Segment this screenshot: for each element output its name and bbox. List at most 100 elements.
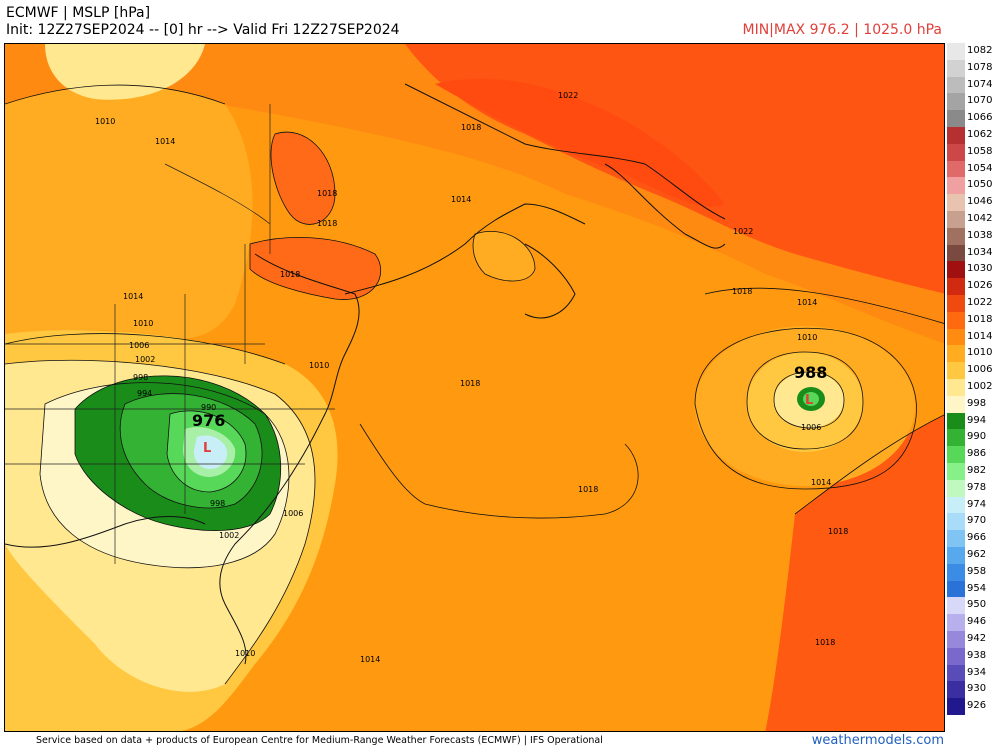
legend-label: 934 (967, 666, 987, 678)
legend-swatch (947, 496, 965, 514)
legend-label: 982 (967, 465, 987, 476)
isobar-label: 1022 (558, 91, 578, 100)
legend-swatch (947, 143, 965, 161)
legend-swatch (947, 362, 965, 379)
legend-label: 1078 (967, 61, 993, 73)
isobar-label: 1014 (123, 292, 143, 301)
legend-label: 1070 (967, 95, 993, 107)
legend-label: 966 (967, 532, 987, 544)
legend-swatch (947, 563, 965, 581)
init-valid-line: Init: 12Z27SEP2024 -- [0] hr --> Valid F… (6, 22, 400, 38)
legend-label: 1050 (967, 179, 993, 191)
legend-entry: 962 (947, 547, 1000, 564)
legend-entry: 954 (947, 580, 1000, 598)
legend-swatch (947, 698, 965, 715)
isobar-label: 1018 (732, 287, 752, 296)
legend-swatch (947, 547, 965, 564)
isobar-label: 1002 (219, 531, 239, 540)
legend-swatch (947, 244, 965, 262)
legend-swatch (947, 597, 965, 615)
isobar-label: 1010 (133, 319, 153, 328)
isobar-label: 1006 (283, 509, 303, 518)
isobar-label: 994 (137, 389, 152, 398)
isobar-label: 1014 (797, 298, 817, 307)
legend-label: 1066 (967, 112, 993, 124)
legend-swatch (947, 76, 965, 94)
legend-swatch (947, 530, 965, 547)
legend-swatch (947, 345, 965, 363)
legend-swatch (947, 580, 965, 598)
legend-entry: 938 (947, 647, 1000, 665)
pressure-color-legend: 1082 1078 1074 1070 1066 1062 1058 1054 1050 1046… (947, 43, 1000, 732)
isobars (5, 84, 944, 685)
legend-entry: 1042 (947, 211, 1000, 228)
legend-label: 938 (967, 649, 987, 661)
state-borders (5, 104, 335, 564)
legend-entry: 1018 (947, 311, 1000, 329)
legend-label: 994 (967, 414, 987, 426)
legend-swatch (947, 429, 965, 447)
legend-swatch (947, 177, 965, 195)
isobar-label: 1014 (451, 195, 471, 204)
isobar-label: 1018 (317, 189, 337, 198)
isobar-label: 998 (133, 373, 148, 382)
legend-entry: 994 (947, 412, 1000, 430)
coastlines (5, 83, 726, 665)
isobar-label: 1014 (811, 478, 831, 487)
legend-entry: 986 (947, 446, 1000, 463)
legend-label: 1082 (967, 45, 993, 56)
legend-label: 962 (967, 549, 987, 560)
legend-label: 1062 (967, 129, 993, 140)
legend-swatch (947, 631, 965, 648)
isobar-label: 1018 (317, 219, 337, 228)
isobar-label: 1010 (235, 649, 255, 658)
legend-label: 1026 (967, 280, 993, 292)
legend-label: 970 (967, 515, 987, 527)
legend-swatch (947, 681, 965, 699)
legend-label: 950 (967, 599, 987, 611)
legend-label: 978 (967, 481, 987, 493)
legend-swatch (947, 328, 965, 346)
legend-label: 1046 (967, 196, 993, 208)
legend-entry: 934 (947, 664, 1000, 682)
legend-swatch (947, 43, 965, 60)
isobar-label: 1018 (815, 638, 835, 647)
legend-entry: 966 (947, 530, 1000, 547)
isobar-label: 1018 (460, 379, 480, 388)
isobar-label: 998 (210, 499, 225, 508)
low-center-value-isaac: 988 (794, 363, 827, 382)
isobar-label: 1018 (280, 270, 300, 279)
legend-entry: 1006 (947, 362, 1000, 379)
pressure-map: 1010 1014 1014 1010 1006 1002 998 994 99… (4, 43, 945, 732)
legend-swatch (947, 412, 965, 430)
legend-entry: 1082 (947, 43, 1000, 60)
legend-label: 926 (967, 700, 987, 712)
map-canvas: 1010 1014 1014 1010 1006 1002 998 994 99… (5, 44, 944, 731)
legend-entry: 974 (947, 496, 1000, 514)
legend-entry: 1050 (947, 177, 1000, 195)
legend-swatch (947, 261, 965, 279)
legend-entry: 1022 (947, 295, 1000, 312)
isobar-label: 1018 (828, 527, 848, 536)
legend-label: 990 (967, 431, 987, 443)
field-1022-southeast (765, 415, 944, 731)
legend-swatch (947, 395, 965, 413)
data-attribution: Service based on data + products of Euro… (36, 735, 603, 746)
legend-entry: 998 (947, 395, 1000, 413)
legend-entry: 1054 (947, 160, 1000, 178)
low-marker-helene: L (203, 441, 211, 456)
legend-entry: 1010 (947, 345, 1000, 363)
field-1014-west (5, 85, 253, 344)
legend-label: 974 (967, 498, 987, 510)
legend-label: 1038 (967, 229, 993, 241)
legend-swatch (947, 93, 965, 111)
isobar-label: 1010 (797, 333, 817, 342)
isobar-label: 1010 (95, 117, 115, 126)
brand-link[interactable]: weathermodels.com (811, 733, 944, 748)
legend-entry: 946 (947, 614, 1000, 631)
field-1022-quebec (270, 132, 335, 225)
field-978-helene (193, 435, 228, 469)
legend-label: 986 (967, 448, 987, 460)
legend-entry: 930 (947, 681, 1000, 699)
legend-label: 930 (967, 683, 987, 695)
